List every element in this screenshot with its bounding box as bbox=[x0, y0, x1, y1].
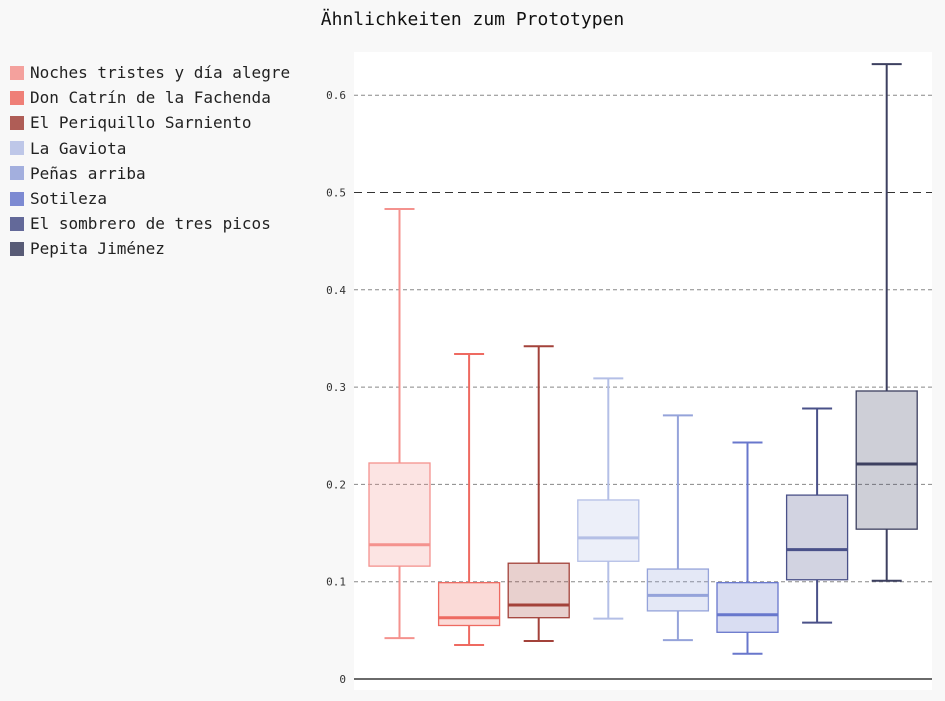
legend-label: El sombrero de tres picos bbox=[30, 214, 271, 234]
legend-item: Sotileza bbox=[10, 186, 290, 211]
legend-label: Noches tristes y día alegre bbox=[30, 63, 291, 83]
legend: Noches tristes y día alegre Don Catrín de… bbox=[10, 60, 290, 262]
y-tick-label: 0.4 bbox=[326, 284, 346, 297]
legend-swatch bbox=[10, 90, 24, 105]
legend-label: Peñas arriba bbox=[30, 163, 146, 183]
chart-title: Ähnlichkeiten zum Prototypen bbox=[320, 9, 625, 30]
box bbox=[368, 462, 431, 567]
y-tick-label: 0.1 bbox=[326, 576, 346, 589]
legend-swatch bbox=[10, 216, 24, 231]
legend-swatch bbox=[10, 241, 24, 256]
plot-background bbox=[354, 52, 932, 690]
legend-swatch bbox=[10, 115, 24, 130]
y-tick-label: 0.2 bbox=[326, 478, 346, 491]
legend-item: Noches tristes y día alegre bbox=[10, 60, 290, 85]
legend-label: Sotileza bbox=[30, 189, 108, 209]
legend-label: La Gaviota bbox=[30, 138, 127, 158]
box bbox=[716, 582, 779, 633]
y-tick-label: 0.3 bbox=[326, 381, 346, 394]
legend-swatch bbox=[10, 141, 24, 156]
box bbox=[855, 390, 918, 530]
legend-item: Peñas arriba bbox=[10, 161, 290, 186]
legend-swatch bbox=[10, 191, 24, 206]
y-tick-label: 0.6 bbox=[326, 89, 346, 102]
box bbox=[577, 499, 640, 562]
y-tick-label: 0 bbox=[339, 673, 346, 686]
legend-item: Pepita Jiménez bbox=[10, 236, 290, 261]
box bbox=[507, 562, 570, 619]
legend-item: El Periquillo Sarniento bbox=[10, 110, 290, 135]
legend-item: Don Catrín de la Fachenda bbox=[10, 85, 290, 110]
legend-swatch bbox=[10, 166, 24, 181]
box bbox=[646, 568, 710, 612]
legend-label: Don Catrín de la Fachenda bbox=[30, 88, 271, 108]
legend-item: La Gaviota bbox=[10, 136, 290, 161]
box bbox=[785, 494, 849, 581]
legend-label: El Periquillo Sarniento bbox=[30, 113, 252, 133]
legend-item: El sombrero de tres picos bbox=[10, 211, 290, 236]
legend-label: Pepita Jiménez bbox=[30, 239, 165, 259]
y-tick-label: 0.5 bbox=[326, 187, 346, 200]
legend-swatch bbox=[10, 65, 24, 80]
